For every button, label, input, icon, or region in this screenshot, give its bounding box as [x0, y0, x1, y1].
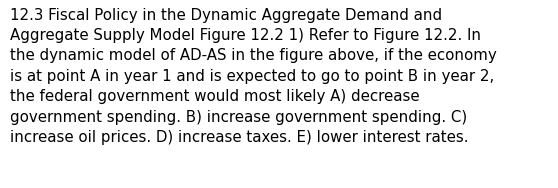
Text: 12.3 Fiscal Policy in the Dynamic Aggregate Demand and
Aggregate Supply Model Fi: 12.3 Fiscal Policy in the Dynamic Aggreg…	[10, 8, 497, 145]
